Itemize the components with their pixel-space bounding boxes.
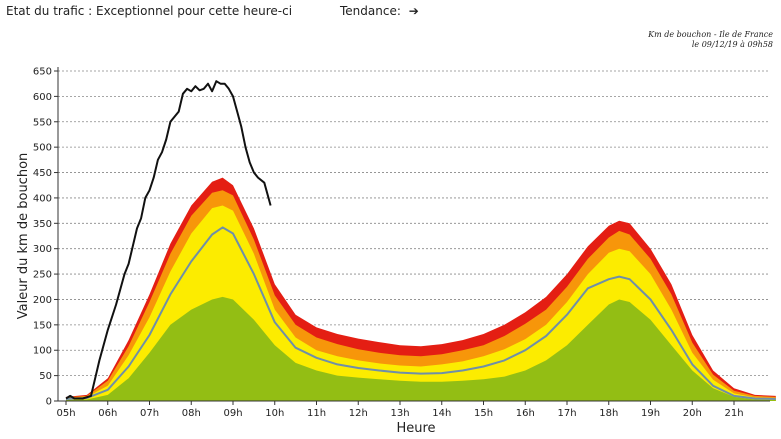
y-tick-label: 450 — [33, 168, 52, 179]
y-tick-label: 350 — [33, 219, 52, 230]
x-tick-label: 16h — [516, 408, 535, 419]
x-tick-label: 17h — [557, 408, 576, 419]
band-vert — [66, 296, 776, 401]
x-tick-label: 20h — [683, 408, 702, 419]
series-line-average — [65, 226, 776, 400]
traffic-trend: Tendance: ➔ — [340, 4, 419, 18]
x-tick-label: 10h — [265, 408, 284, 419]
y-tick-label: 150 — [33, 320, 52, 331]
y-tick-label: 250 — [33, 270, 52, 281]
y-axis-title: Valeur du km de bouchon — [16, 153, 31, 320]
x-tick-label: 13h — [390, 408, 409, 419]
x-tick-label: 06h — [98, 408, 117, 419]
x-axis-title: Heure — [396, 421, 435, 436]
traffic-status: Etat du trafic : Exceptionnel pour cette… — [6, 4, 292, 18]
traffic-status-label: Etat du trafic : — [6, 4, 93, 18]
series-line-today — [65, 80, 272, 400]
caption-date: le 09/12/19 à 09h58 — [691, 40, 773, 49]
y-tick-label: 200 — [33, 295, 52, 306]
x-tick-label: 15h — [474, 408, 493, 419]
y-tick-label: 300 — [33, 244, 52, 255]
x-tick-label: 19h — [641, 408, 660, 419]
caption-title: Km de bouchon - Ile de France — [648, 30, 773, 39]
y-tick-label: 550 — [33, 117, 52, 128]
x-tick-label: 12h — [349, 408, 368, 419]
y-tick-label: 400 — [33, 193, 52, 204]
x-tick-label: 09h — [223, 408, 242, 419]
x-tick-label: 14h — [432, 408, 451, 419]
y-tick-label: 0 — [46, 397, 52, 408]
y-tick-label: 600 — [33, 92, 52, 103]
x-tick-label: 11h — [307, 408, 326, 419]
chart-caption: Km de bouchon - Ile de France le 09/12/1… — [648, 30, 773, 50]
x-tick-label: 05h — [56, 408, 75, 419]
x-tick-label: 07h — [140, 408, 159, 419]
y-tick-label: 100 — [33, 346, 52, 357]
x-tick-label: 08h — [182, 408, 201, 419]
y-tick-label: 50 — [39, 371, 52, 382]
trend-label: Tendance: — [340, 4, 401, 18]
y-tick-label: 500 — [33, 143, 52, 154]
y-tick-label: 650 — [33, 67, 52, 78]
chart-axes — [57, 67, 770, 402]
chart-ticks: 0 50 100 150 200 250 300 350 400 450 500 550 600 650 0… — [33, 67, 744, 420]
x-tick-label: 18h — [599, 408, 618, 419]
x-tick-label: 21h — [724, 408, 743, 419]
arrow-right-icon: ➔ — [408, 4, 419, 18]
chart-lines — [65, 80, 776, 400]
traffic-status-value: Exceptionnel pour cette heure-ci — [96, 4, 293, 18]
